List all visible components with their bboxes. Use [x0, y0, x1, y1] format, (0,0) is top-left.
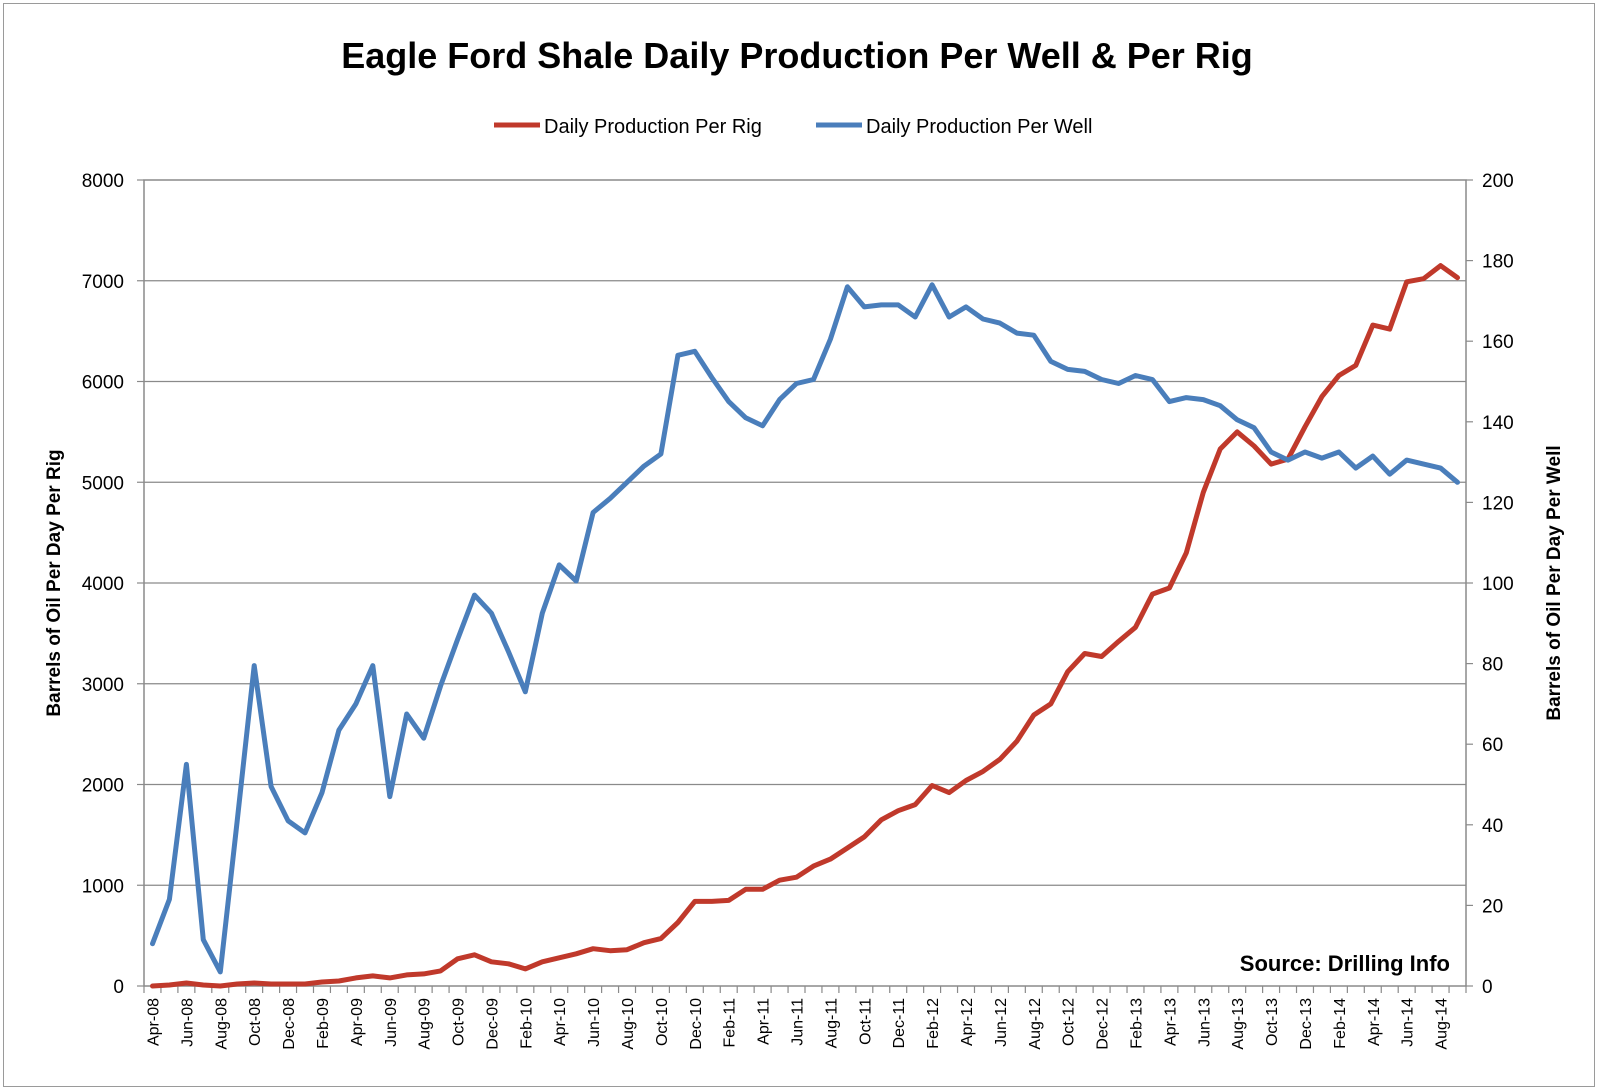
x-tick-label: Apr-12: [959, 998, 976, 1046]
legend-label-well: Daily Production Per Well: [866, 116, 1092, 138]
x-axis: Apr-08 Jun-08 Aug-08 Oct-08 Dec-08 Feb-09 Apr-…: [143, 986, 1467, 1050]
x-tick-label: Dec-12: [1095, 998, 1112, 1050]
gridlines: [144, 280, 1466, 886]
left-tick-label: 6000: [82, 373, 124, 394]
x-tick-label: Aug-08: [213, 998, 230, 1050]
right-tick-label: 160: [1482, 332, 1514, 353]
x-tick-label: Dec-11: [891, 998, 908, 1048]
x-tick-label: Jun-09: [383, 998, 400, 1047]
source-note: Source: Drilling Info: [1240, 951, 1450, 976]
left-tick-label: 1000: [82, 876, 124, 897]
left-tick-label: 0: [113, 977, 124, 998]
series-line-per-well: [150, 282, 1460, 975]
x-tick-label: Dec-08: [281, 998, 298, 1050]
x-tick-label: Apr-13: [1162, 998, 1179, 1046]
right-tick-label: 40: [1482, 816, 1503, 837]
right-tick-label: 140: [1482, 413, 1514, 434]
right-tick-label: 80: [1482, 655, 1503, 676]
right-tick-label: 120: [1482, 493, 1514, 514]
x-tick-label: Apr-08: [145, 998, 162, 1046]
x-tick-label: Dec-10: [688, 998, 705, 1050]
x-tick-label: Aug-09: [417, 998, 434, 1050]
left-tick-label: 2000: [82, 776, 124, 797]
x-tick-label: Aug-11: [823, 998, 840, 1049]
right-axis-title: Barrels of Oil Per Day Per Well: [1544, 445, 1565, 720]
x-tick-label: Jun-14: [1400, 998, 1417, 1047]
x-tick-label: Dec-13: [1298, 998, 1315, 1050]
x-tick-label: Feb-11: [722, 998, 739, 1048]
x-tick-label: Aug-10: [620, 998, 637, 1050]
x-tick-label: Feb-14: [1332, 998, 1349, 1049]
x-tick-label: Oct-12: [1061, 998, 1078, 1046]
left-tick-label: 4000: [82, 574, 124, 595]
right-tick-label: 180: [1482, 252, 1514, 273]
x-tick-label: Jun-10: [586, 998, 603, 1047]
left-axis-title: Barrels of Oil Per Day Per Rig: [44, 449, 65, 716]
x-tick-label: Oct-09: [451, 998, 468, 1046]
x-tick-label: Oct-11: [857, 998, 874, 1045]
x-tick-label: Oct-08: [247, 998, 264, 1046]
series-layer: [150, 263, 1460, 989]
x-tick-label: Aug-14: [1434, 998, 1451, 1050]
x-tick-label: Aug-13: [1230, 998, 1247, 1050]
x-tick-label: Jun-12: [993, 998, 1010, 1047]
right-tick-label: 60: [1482, 735, 1503, 756]
right-tick-label: 200: [1482, 171, 1514, 192]
left-axis: 0 1000 2000 3000 4000 5000 6000 7000 8000: [82, 171, 144, 998]
x-tick-label: Jun-13: [1196, 998, 1213, 1047]
left-tick-label: 8000: [82, 171, 124, 192]
x-tick-label: Feb-13: [1129, 998, 1146, 1049]
legend: Daily Production Per Rig Daily Productio…: [494, 116, 1092, 138]
chart-frame: [3, 3, 1595, 1087]
series-line-per-rig: [150, 263, 1460, 989]
x-tick-label: Jun-11: [790, 998, 807, 1046]
right-tick-label: 100: [1482, 574, 1514, 595]
x-tick-label: Apr-11: [756, 998, 773, 1045]
right-tick-label: 0: [1482, 977, 1493, 998]
right-tick-label: 20: [1482, 896, 1503, 917]
x-tick-label: Feb-10: [518, 998, 535, 1049]
x-tick-label: Dec-09: [484, 998, 501, 1050]
x-tick-label: Feb-12: [925, 998, 942, 1049]
left-tick-label: 5000: [82, 473, 124, 494]
chart-title: Eagle Ford Shale Daily Production Per We…: [341, 35, 1253, 76]
x-tick-label: Aug-12: [1027, 998, 1044, 1050]
right-axis: 0 20 40 60 80 100 120 140 160 180 200: [1466, 171, 1514, 998]
x-tick-label: Apr-10: [552, 998, 569, 1046]
x-tick-label: Apr-14: [1366, 998, 1383, 1046]
x-tick-label: Oct-13: [1264, 998, 1281, 1046]
x-tick-label: Oct-10: [654, 998, 671, 1046]
left-tick-label: 3000: [82, 675, 124, 696]
x-tick-label: Jun-08: [179, 998, 196, 1047]
left-tick-label: 7000: [82, 272, 124, 293]
x-tick-label: Apr-09: [349, 998, 366, 1046]
x-tick-label: Feb-09: [315, 998, 332, 1049]
legend-label-rig: Daily Production Per Rig: [544, 116, 762, 138]
